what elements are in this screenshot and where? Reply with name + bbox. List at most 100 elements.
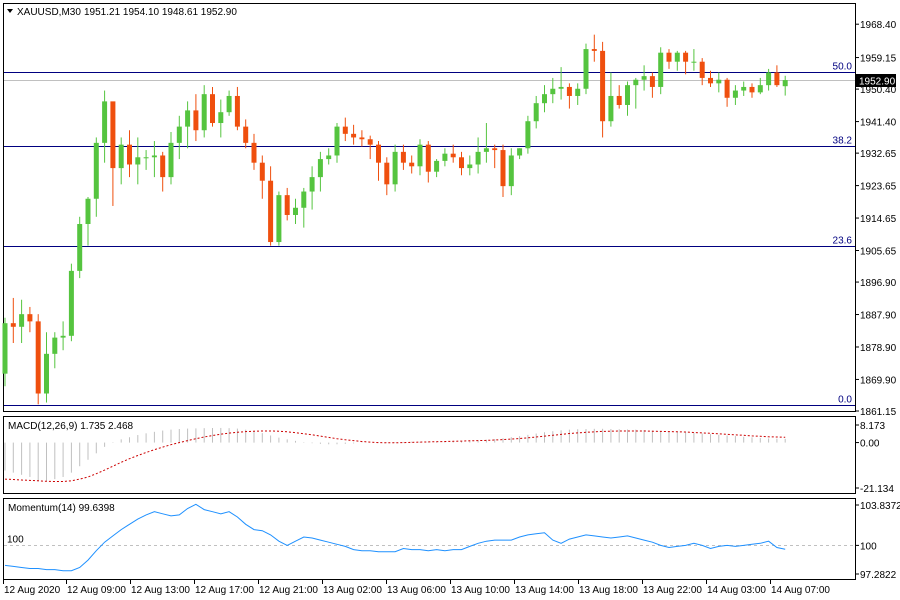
- y-tick-label: 1941.40: [860, 118, 897, 129]
- candle-body: [699, 61, 705, 78]
- x-tick-label: 13 Aug 10:00: [451, 585, 510, 596]
- y-tick-label: 1861.15: [860, 407, 897, 418]
- momentum-panel-frame: [3, 498, 856, 580]
- candle-body: [301, 191, 307, 208]
- candle-body: [102, 101, 108, 143]
- candle-body: [210, 94, 215, 124]
- fib-level-label: 23.6: [833, 236, 853, 247]
- candle-body: [52, 337, 58, 354]
- candle-body: [268, 180, 274, 243]
- candle-body: [10, 323, 16, 327]
- fib-level-label: 38.2: [833, 136, 853, 147]
- candle-body: [400, 151, 406, 163]
- candle-body: [691, 61, 697, 63]
- candle-body: [434, 160, 440, 172]
- macd-tick-label: 8.173: [860, 421, 885, 432]
- candle-body: [85, 198, 91, 224]
- momentum-indicator-label: Momentum(14) 99.6398: [8, 503, 115, 514]
- candle-body: [19, 314, 25, 327]
- y-tick-label: 1896.90: [860, 278, 897, 289]
- symbol-label: XAUUSD,M30: [17, 7, 81, 18]
- candle-body: [93, 142, 99, 199]
- candle-body: [425, 144, 431, 172]
- candle-body: [384, 162, 390, 185]
- candle-body: [359, 137, 365, 140]
- candle-body: [467, 164, 473, 169]
- momentum-tick-label: 97.2822: [860, 570, 897, 581]
- y-tick-label: 1932.65: [860, 149, 897, 160]
- candle-body: [732, 90, 738, 98]
- candle-body: [317, 159, 323, 178]
- momentum-line: [4, 503, 786, 572]
- candle-body: [201, 94, 207, 131]
- x-tick-label: 12 Aug 17:00: [195, 585, 254, 596]
- x-tick-label: 13 Aug 14:00: [515, 585, 574, 596]
- candle-body: [168, 142, 174, 178]
- candle-body: [741, 86, 747, 91]
- candle-body: [442, 153, 448, 161]
- candle-body: [276, 195, 282, 243]
- main-panel-frame: [3, 3, 856, 412]
- candle-body: [417, 144, 423, 167]
- candle-body: [160, 155, 166, 178]
- candle-body: [27, 314, 33, 322]
- candle-body: [633, 79, 639, 86]
- momentum-reference-label: 100: [7, 535, 24, 546]
- candle-body: [110, 101, 116, 169]
- candle-body: [508, 155, 514, 187]
- x-tick-label: 12 Aug 09:00: [67, 585, 126, 596]
- y-tick-label: 1950.40: [860, 85, 897, 96]
- x-tick-label: 13 Aug 02:00: [323, 585, 382, 596]
- candle-body: [284, 195, 290, 215]
- y-tick-label: 1869.90: [860, 375, 897, 386]
- candle-body: [625, 85, 630, 105]
- macd-panel-frame: [3, 416, 856, 494]
- y-tick-label: 1905.65: [860, 247, 897, 258]
- candle-body: [558, 86, 564, 89]
- candle-body: [483, 148, 489, 152]
- main-plot-layer: 50.0 38.2 23.6 0.0: [2, 34, 855, 406]
- x-tick-label: 12 Aug 2020: [4, 585, 61, 596]
- fib-level-label: 50.0: [833, 62, 853, 73]
- candle-body: [542, 94, 547, 104]
- candle-body: [591, 49, 597, 51]
- axis-label-layer: 1968.40 1959.15 1950.40 1941.40 1932.65 1923.…: [3, 20, 900, 596]
- candle-body: [77, 224, 83, 271]
- candle-body: [766, 72, 772, 86]
- y-tick-label: 1968.40: [860, 20, 897, 31]
- candle-body: [708, 77, 713, 84]
- macd-tick-label: 0.00: [860, 439, 880, 450]
- y-tick-label: 1923.65: [860, 182, 897, 193]
- candle-body: [376, 144, 381, 163]
- x-tick-label: 12 Aug 13:00: [131, 585, 190, 596]
- candle-body: [550, 88, 556, 95]
- candle-body: [616, 95, 622, 105]
- y-tick-label: 1878.90: [860, 343, 897, 354]
- candle-body: [127, 144, 132, 165]
- momentum-tick-label: 100: [860, 541, 877, 552]
- candle-body: [392, 151, 398, 185]
- candle-body: [533, 103, 539, 122]
- candle-body: [135, 157, 141, 165]
- candle-body: [351, 133, 357, 138]
- ohlc-readout: 1951.21 1954.10 1948.61 1952.90: [84, 7, 237, 18]
- candle-body: [749, 86, 755, 93]
- candle-body: [409, 162, 415, 167]
- macd-indicator-label: MACD(12,26,9) 1.735 2.468: [8, 421, 134, 432]
- x-tick-label: 13 Aug 22:00: [643, 585, 702, 596]
- candle-body: [649, 76, 655, 87]
- candle-body: [500, 150, 506, 187]
- candle-body: [193, 110, 199, 131]
- candle-body: [293, 207, 298, 215]
- candle-body: [658, 52, 664, 87]
- candle-body: [583, 49, 589, 89]
- macd-tick-label: -21.134: [860, 484, 894, 495]
- symbol-dropdown-icon[interactable]: [7, 9, 13, 13]
- candle-body: [234, 95, 240, 127]
- candle-body: [517, 148, 523, 156]
- candle-body: [782, 80, 788, 87]
- current-price-label: 1952.90: [859, 77, 896, 88]
- candle-body: [774, 72, 780, 86]
- candle-body: [716, 79, 722, 84]
